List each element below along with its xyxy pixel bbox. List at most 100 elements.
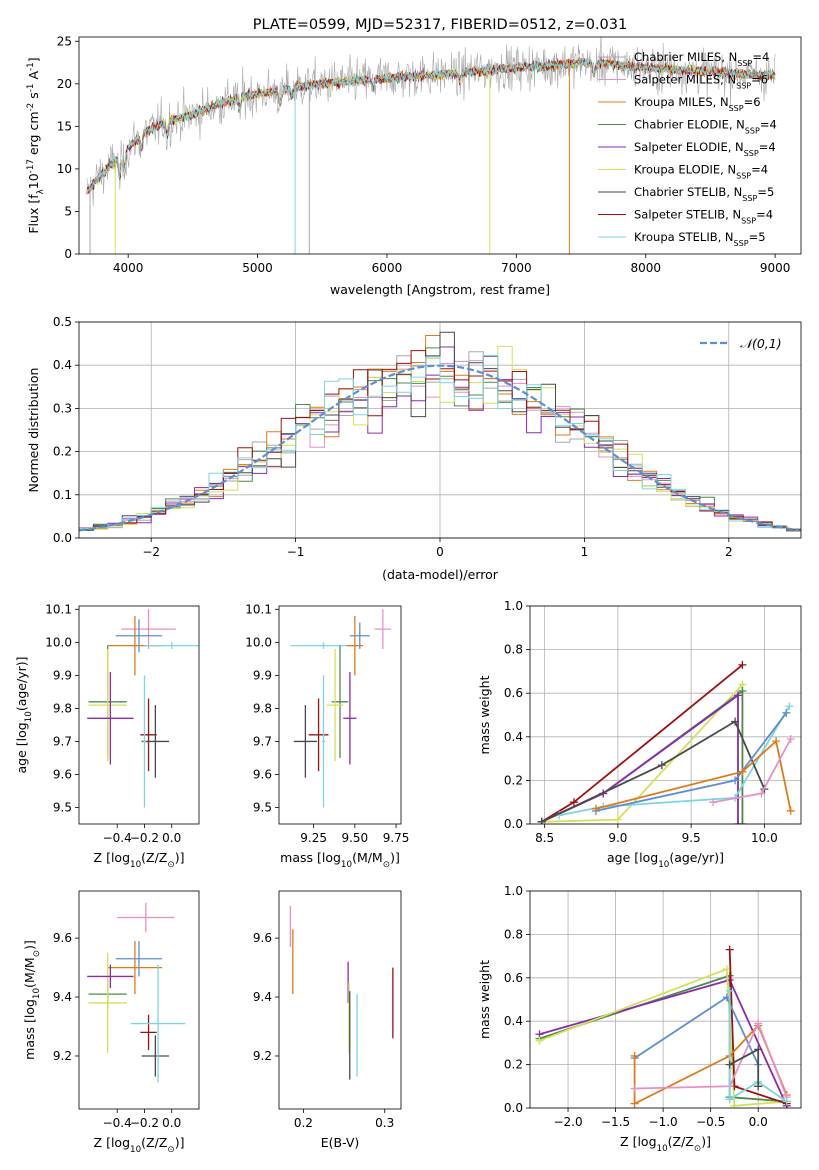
mass-vs-metallicity-axes: −0.4−0.2 0.0 9.2 9.4 9.6 Z [log10(Z/Z⊙)] mass … bbox=[22, 890, 200, 1155]
x-tick-label: 0.3 bbox=[375, 1116, 394, 1130]
error-point bbox=[343, 672, 357, 765]
weight-marker bbox=[786, 806, 795, 815]
y-tick-label: 0.3 bbox=[53, 401, 72, 415]
plot-area bbox=[290, 609, 392, 808]
weight-marker bbox=[731, 717, 740, 726]
spectrum-axes: 4000 5000 6000 7000 8000 9000 0 5 10 15 20 25 wavele… bbox=[26, 34, 802, 297]
y-tick-label: 0.8 bbox=[504, 643, 523, 657]
weight-marker bbox=[734, 820, 743, 824]
x-tick-label: −0.4 bbox=[103, 831, 132, 845]
x-axis-label: Z [log10(Z/Z⊙)] bbox=[620, 1134, 711, 1154]
y-tick-label: 9.8 bbox=[253, 701, 272, 715]
weight-line bbox=[559, 705, 791, 817]
x-tick-label: 0.0 bbox=[162, 831, 181, 845]
y-tick-label: 0.4 bbox=[53, 358, 72, 372]
x-tick-label: 9000 bbox=[760, 261, 791, 275]
axes-frame bbox=[78, 605, 200, 825]
x-tick-label: −1.5 bbox=[601, 1115, 630, 1129]
error-point bbox=[141, 705, 169, 778]
error-point bbox=[107, 941, 163, 995]
x-tick-label: 10.0 bbox=[751, 831, 778, 845]
error-point bbox=[143, 675, 146, 808]
y-tick-label: 10 bbox=[57, 162, 72, 176]
y-tick-label: 1.0 bbox=[504, 599, 523, 613]
x-tick-label: −0.2 bbox=[130, 831, 159, 845]
y-tick-label: 9.7 bbox=[53, 734, 72, 748]
weight-vs-metallicity-axes: −2.0 −1.5 −1.0 −0.5 0.0 0.0 0.2 0.4 0.6 0.8 1.0 Z [… bbox=[477, 884, 802, 1154]
x-tick-label: −1.0 bbox=[649, 1115, 678, 1129]
weight-marker bbox=[738, 767, 747, 776]
y-tick-label: 9.9 bbox=[253, 668, 272, 682]
error-point bbox=[121, 609, 176, 649]
y-tick-label: 9.2 bbox=[253, 1049, 272, 1063]
plot-area bbox=[87, 902, 186, 1083]
legend-label: Salpeter MILES, NSSP=6 bbox=[634, 73, 768, 91]
error-point bbox=[115, 619, 163, 653]
legend-label: Salpeter STELIB, NSSP=4 bbox=[634, 208, 773, 226]
gaussian-curve bbox=[79, 364, 799, 532]
legend-label: Chabrier MILES, NSSP=4 bbox=[634, 50, 769, 68]
y-tick-label: 25 bbox=[57, 34, 72, 48]
x-tick-label: 8000 bbox=[630, 261, 661, 275]
x-tick-label: 9.75 bbox=[383, 831, 410, 845]
y-tick-label: 9.6 bbox=[53, 931, 72, 945]
y-axis-label: mass weight bbox=[477, 675, 492, 754]
axes-frame bbox=[529, 890, 802, 1109]
error-point bbox=[117, 902, 175, 933]
y-tick-label: 0.1 bbox=[53, 488, 72, 502]
y-tick-label: 15 bbox=[57, 119, 72, 133]
y-tick-label: 9.7 bbox=[253, 734, 272, 748]
weight-marker bbox=[754, 1045, 763, 1054]
weight-marker bbox=[738, 820, 747, 824]
x-tick-label: 5000 bbox=[242, 261, 273, 275]
weight-marker bbox=[754, 1019, 763, 1028]
error-point bbox=[349, 622, 370, 649]
error-point bbox=[346, 615, 364, 676]
weight-marker bbox=[725, 986, 734, 995]
y-tick-label: 1.0 bbox=[504, 884, 523, 898]
weight-marker bbox=[734, 691, 743, 700]
x-tick-label: −1 bbox=[287, 545, 305, 559]
error-point bbox=[88, 648, 127, 762]
error-point bbox=[331, 645, 349, 758]
y-axis-label: age [log10(age/yr)] bbox=[14, 656, 34, 773]
y-tick-label: 9.6 bbox=[253, 767, 272, 781]
weight-marker bbox=[730, 1101, 739, 1108]
x-axis-label: wavelength [Angstrom, rest frame] bbox=[330, 282, 550, 297]
weight-marker bbox=[535, 1036, 544, 1045]
y-tick-label: 5 bbox=[64, 204, 72, 218]
error-point bbox=[87, 672, 134, 765]
legend-label: Kroupa MILES, NSSP=6 bbox=[634, 95, 761, 113]
plot-area bbox=[86, 37, 776, 254]
legend-label: Kroupa STELIB, NSSP=5 bbox=[634, 230, 766, 248]
y-tick-label: 9.6 bbox=[53, 767, 72, 781]
x-tick-label: 1 bbox=[581, 545, 589, 559]
weight-vs-age-axes: 8.5 9.0 9.5 10.0 0.0 0.2 0.4 0.6 0.8 1.0 age [log1… bbox=[477, 599, 802, 870]
y-tick-label: 10.1 bbox=[245, 602, 272, 616]
y-tick-label: 9.5 bbox=[253, 800, 272, 814]
age-vs-metallicity-axes: −0.4−0.2 0.0 9.5 9.6 9.7 9.8 9.9 10.0 10.1 Z [log… bbox=[14, 602, 200, 870]
y-tick-label: 0.0 bbox=[504, 1101, 523, 1115]
x-axis-label: (data-model)/error bbox=[382, 567, 499, 582]
x-tick-label: −0.5 bbox=[696, 1115, 725, 1129]
weight-marker bbox=[630, 1051, 639, 1060]
x-axis-label: Z [log10(Z/Z⊙)] bbox=[94, 1135, 185, 1155]
y-tick-label: 0.2 bbox=[504, 1058, 523, 1072]
error-point bbox=[293, 705, 317, 778]
histogram-step bbox=[79, 355, 801, 534]
error-point bbox=[374, 609, 392, 649]
y-tick-label: 10.1 bbox=[45, 602, 72, 616]
weight-line bbox=[634, 995, 760, 1065]
y-tick-label: 0.6 bbox=[504, 686, 523, 700]
error-point bbox=[130, 964, 186, 1083]
weight-marker bbox=[591, 804, 600, 813]
residual-hist-axes: −2 −1 0 1 2 0.0 0.1 0.2 0.3 0.4 0.5 (data-model)/er… bbox=[26, 315, 802, 582]
error-point bbox=[140, 1014, 157, 1051]
axes-frame bbox=[529, 605, 802, 825]
x-tick-label: 2 bbox=[725, 545, 733, 559]
error-point bbox=[115, 941, 163, 977]
x-axis-label: Z [log10(Z/Z⊙)] bbox=[94, 850, 185, 870]
legend-label: Salpeter ELODIE, NSSP=4 bbox=[634, 140, 776, 158]
y-axis-label: Normed distribution bbox=[26, 368, 41, 493]
legend-label: Kroupa ELODIE, NSSP=4 bbox=[634, 163, 768, 181]
